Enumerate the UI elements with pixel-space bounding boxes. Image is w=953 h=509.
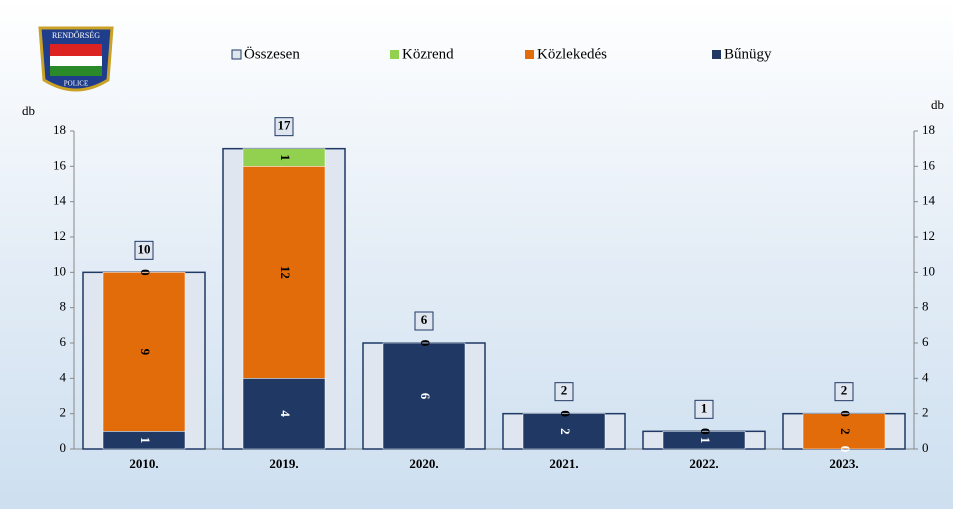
total-label-box bbox=[694, 399, 714, 419]
y2-axis-label: db bbox=[931, 97, 944, 112]
legend-label: Közrend bbox=[402, 46, 454, 62]
value-label: 6 bbox=[418, 393, 433, 400]
y-tick-label: 4 bbox=[60, 369, 67, 384]
total-label-box bbox=[834, 382, 854, 402]
value-label: 1 bbox=[698, 437, 713, 444]
y-tick-label: 14 bbox=[53, 193, 67, 208]
value-label: 0 bbox=[558, 410, 573, 417]
y-tick-label: 18 bbox=[53, 122, 66, 137]
x-tick-label: 2020. bbox=[409, 456, 438, 471]
y2-tick-label: 6 bbox=[922, 334, 929, 349]
x-tick-label: 2023. bbox=[829, 456, 858, 471]
total-label: 10 bbox=[138, 241, 151, 256]
y-axis-label: db bbox=[22, 103, 35, 118]
x-tick-label: 2019. bbox=[269, 456, 298, 471]
bar-segment bbox=[102, 272, 186, 432]
value-label: 0 bbox=[698, 428, 713, 435]
value-label: 2 bbox=[558, 428, 573, 435]
total-label-box bbox=[274, 117, 294, 137]
logo: RENDŐRSÉG POLICE bbox=[38, 26, 114, 92]
total-label: 2 bbox=[561, 383, 568, 398]
bar-segment bbox=[382, 342, 466, 450]
legend-label: Közlekedés bbox=[537, 46, 607, 62]
y-tick-label: 2 bbox=[60, 405, 67, 420]
y2-tick-label: 18 bbox=[922, 122, 935, 137]
value-label: 0 bbox=[838, 410, 853, 417]
y2-tick-label: 14 bbox=[922, 193, 936, 208]
legend-swatch bbox=[231, 49, 242, 60]
y2-tick-label: 10 bbox=[922, 263, 935, 278]
x-tick-label: 2021. bbox=[549, 456, 578, 471]
value-label: 4 bbox=[278, 410, 293, 417]
legend-swatch bbox=[525, 50, 534, 59]
y-tick-label: 0 bbox=[60, 440, 67, 455]
value-label: 0 bbox=[138, 269, 153, 276]
y2-tick-label: 0 bbox=[922, 440, 929, 455]
value-label: 0 bbox=[418, 340, 433, 347]
value-label: 0 bbox=[838, 446, 853, 453]
bar-segment bbox=[242, 166, 326, 379]
total-label-box bbox=[134, 240, 154, 260]
value-label: 12 bbox=[278, 266, 293, 279]
y2-tick-label: 16 bbox=[922, 157, 936, 172]
y-tick-label: 8 bbox=[60, 299, 67, 314]
bar-segment bbox=[662, 431, 746, 450]
y2-tick-label: 2 bbox=[922, 405, 929, 420]
y2-tick-label: 4 bbox=[922, 369, 929, 384]
total-label-box bbox=[414, 311, 434, 331]
logo-top: RENDŐRSÉG bbox=[52, 30, 100, 40]
total-label: 2 bbox=[841, 383, 848, 398]
total-label-box bbox=[554, 382, 574, 402]
legend-label: Összesen bbox=[244, 45, 300, 62]
legend-swatch bbox=[712, 50, 721, 59]
legend-swatch bbox=[390, 50, 399, 59]
x-tick-label: 2022. bbox=[689, 456, 718, 471]
bar-segment bbox=[242, 148, 326, 167]
x-tick-label: 2010. bbox=[129, 456, 158, 471]
y-tick-label: 16 bbox=[53, 157, 67, 172]
value-label: 0 bbox=[558, 410, 573, 417]
y-tick-label: 6 bbox=[60, 334, 67, 349]
total-label: 6 bbox=[421, 312, 428, 327]
legend-label: Bűnügy bbox=[724, 46, 772, 62]
value-label: 1 bbox=[138, 437, 153, 444]
bar-segment bbox=[242, 378, 326, 450]
total-label: 1 bbox=[701, 400, 708, 415]
total-label: 17 bbox=[278, 118, 292, 133]
value-label: 9 bbox=[138, 349, 153, 356]
value-label: 0 bbox=[698, 428, 713, 435]
y-tick-label: 10 bbox=[53, 263, 66, 278]
value-label: 0 bbox=[418, 340, 433, 347]
bar-segment bbox=[522, 413, 606, 450]
y-tick-label: 12 bbox=[53, 228, 66, 243]
bar-segment bbox=[802, 413, 886, 450]
logo-bottom: POLICE bbox=[64, 80, 89, 88]
value-label: 2 bbox=[838, 428, 853, 435]
value-label: 1 bbox=[278, 154, 293, 161]
y2-tick-label: 12 bbox=[922, 228, 935, 243]
y2-tick-label: 8 bbox=[922, 299, 929, 314]
